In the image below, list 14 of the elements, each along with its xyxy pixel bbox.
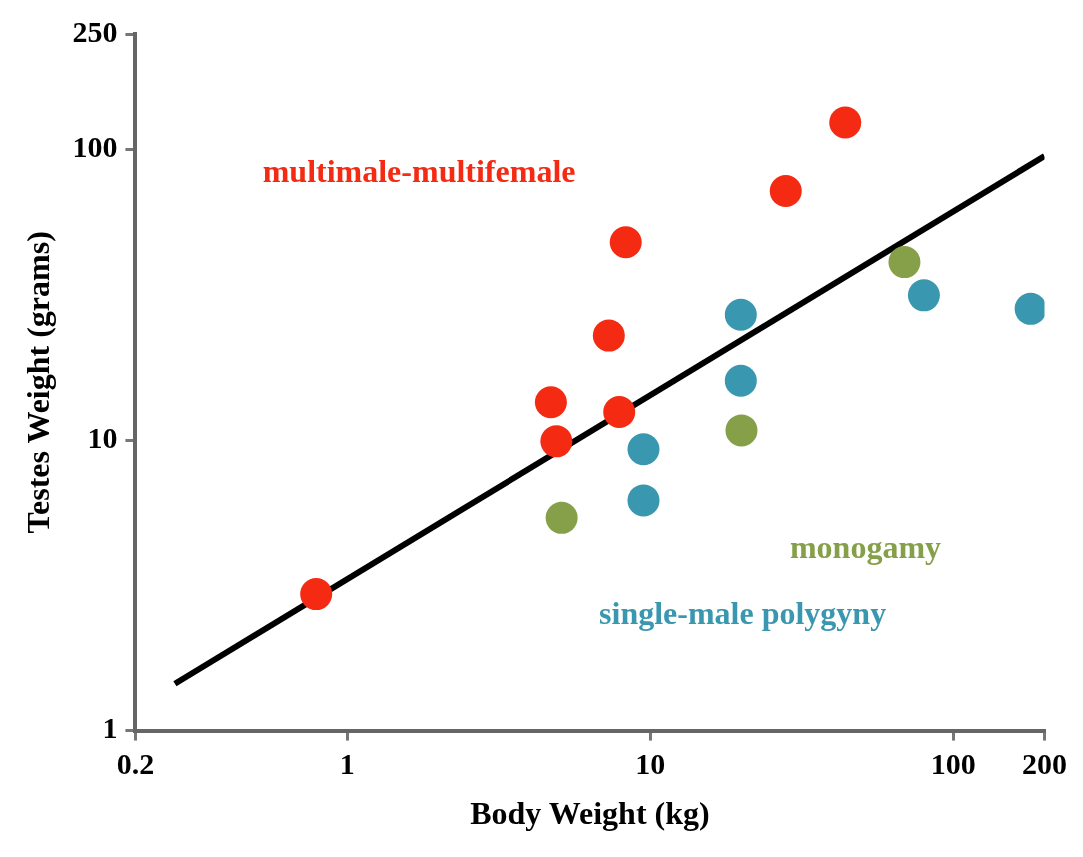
y-tick-label: 10 <box>87 420 118 454</box>
x-tick-label: 100 <box>930 747 976 781</box>
x-tick-label: 200 <box>1022 747 1067 781</box>
y-tick-label: 1 <box>102 711 118 745</box>
series-label: multimale-multifemale <box>262 152 576 189</box>
x-axis-title: Body Weight (kg) <box>470 795 710 832</box>
x-tick-label: 0.2 <box>116 747 155 781</box>
text: monogamy <box>789 528 942 565</box>
y-tick-label: 100 <box>72 130 118 164</box>
y-axis-title: Testes Weight (grams) <box>20 231 57 534</box>
y-tick-label: 250 <box>72 14 118 48</box>
x-tick-label: 1 <box>339 747 355 781</box>
x-tick-label: 10 <box>635 747 666 781</box>
text: single-male polygyny <box>599 594 887 631</box>
